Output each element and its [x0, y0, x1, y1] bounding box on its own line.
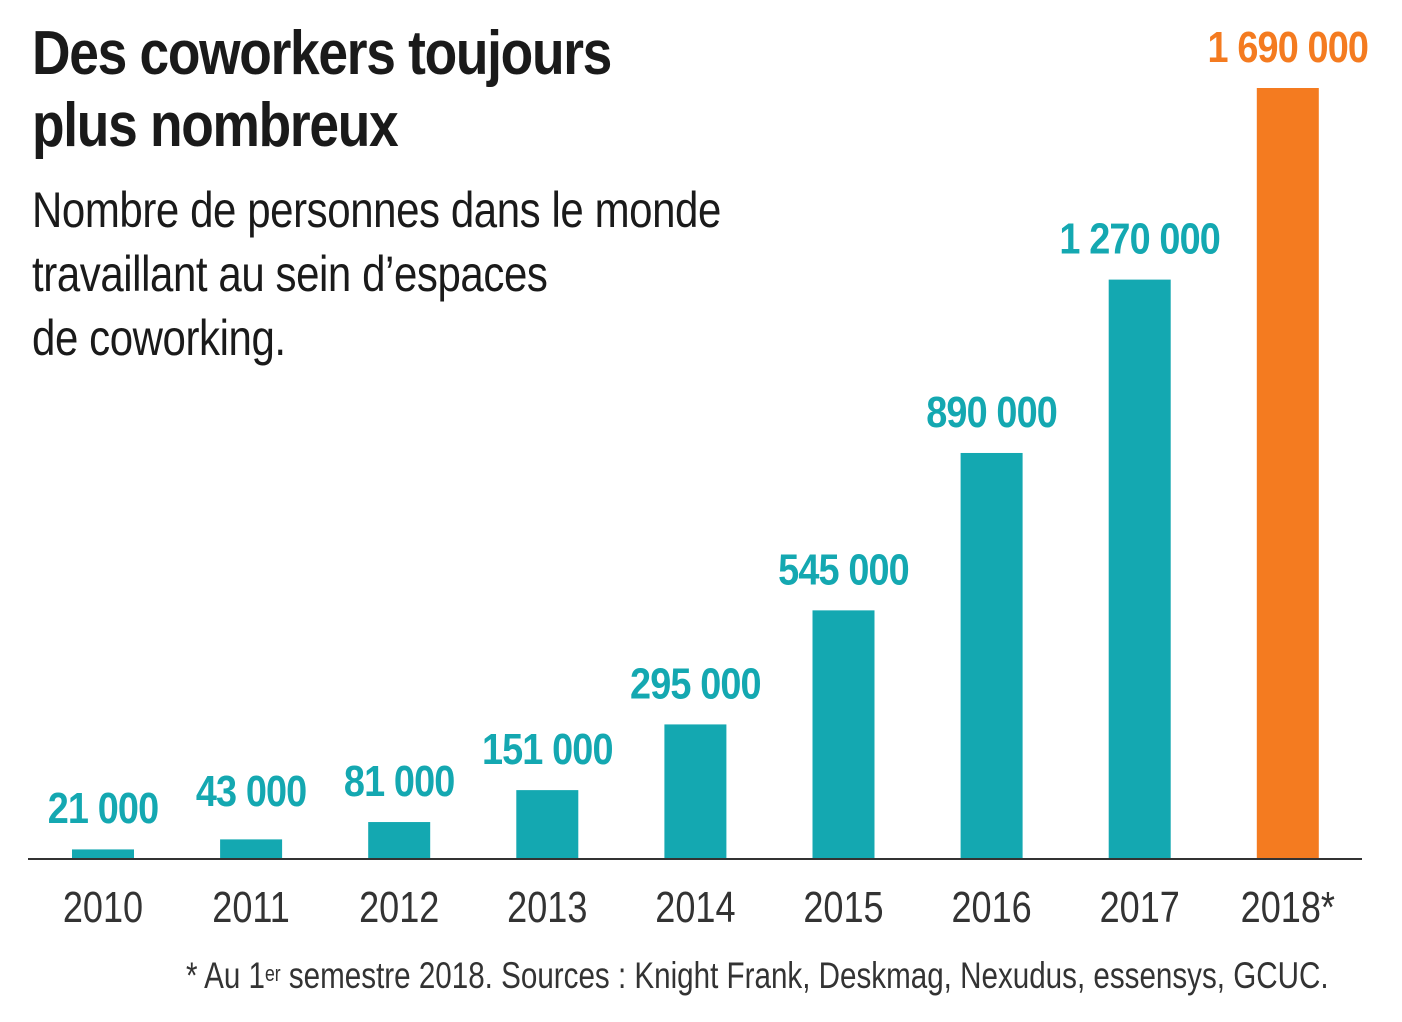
bar-2014 [664, 724, 727, 859]
bar-2011 [220, 839, 283, 859]
value-label-2015: 545 000 [778, 545, 909, 594]
value-label-2016: 890 000 [926, 387, 1057, 436]
value-label-2013: 151 000 [482, 724, 613, 773]
x-tick-label-2016: 2016 [951, 883, 1031, 932]
x-tick-label-2010: 2010 [63, 883, 143, 932]
footnote-suffix: semestre 2018. Sources : Knight Frank, D… [280, 955, 1329, 996]
bar-2010 [72, 849, 134, 859]
bars-group [72, 88, 1319, 859]
bar-2016 [960, 452, 1023, 859]
bar-2017 [1108, 279, 1171, 859]
value-label-2018: 1 690 000 [1208, 22, 1369, 71]
x-tick-label-2014: 2014 [655, 883, 735, 932]
footnote: * Au 1er semestre 2018. Sources : Knight… [186, 954, 1329, 998]
bar-2013 [516, 790, 579, 859]
x-tick-labels-group: 2010 2011 2012 2013 2014 2015 2016 2017 2018* [63, 883, 1335, 932]
value-label-2012: 81 000 [344, 756, 455, 805]
value-label-2010: 21 000 [48, 783, 159, 832]
footnote-superscript: er [265, 961, 281, 986]
bar-2012 [368, 822, 431, 859]
x-tick-label-2013: 2013 [507, 883, 587, 932]
x-tick-label-2018: 2018* [1241, 883, 1336, 932]
footnote-prefix: * Au 1 [186, 955, 266, 996]
x-tick-label-2011: 2011 [212, 883, 290, 932]
bar-2015 [812, 610, 875, 859]
bar-2018 [1256, 88, 1319, 859]
value-labels-group: 21 000 43 000 81 000 151 000 295 000 545 000 8… [48, 22, 1369, 832]
x-tick-label-2015: 2015 [803, 883, 883, 932]
chart-subtitle: Nombre de personnes dans le monde travai… [32, 182, 721, 366]
value-label-2017: 1 270 000 [1059, 214, 1220, 263]
value-label-2011: 43 000 [196, 766, 307, 815]
x-tick-label-2017: 2017 [1100, 883, 1180, 932]
x-tick-label-2012: 2012 [359, 883, 439, 932]
chart-title: Des coworkers toujours plus nombreux [32, 19, 612, 160]
value-label-2014: 295 000 [630, 659, 761, 708]
